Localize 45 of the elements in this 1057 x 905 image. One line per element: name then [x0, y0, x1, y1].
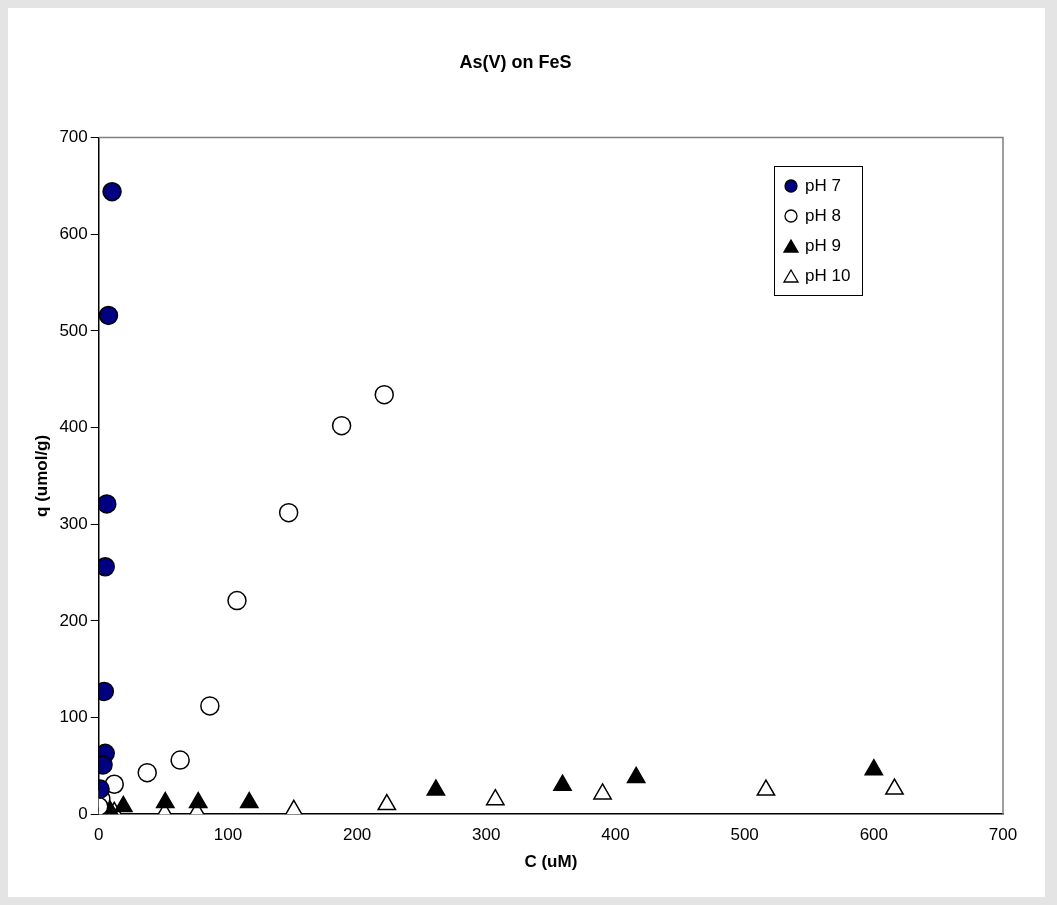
point — [885, 778, 904, 795]
point — [98, 494, 117, 514]
y-tick-label: 700 — [59, 127, 88, 147]
point — [377, 793, 397, 811]
x-axis-title: C (uM) — [524, 852, 578, 872]
y-axis-title: q (umol/g) — [31, 434, 51, 517]
point — [98, 305, 119, 326]
point — [102, 181, 122, 202]
legend-label: pH 9 — [805, 235, 841, 256]
point — [155, 791, 175, 809]
y-tick-label: 600 — [59, 223, 88, 243]
y-tick-label: 400 — [59, 417, 88, 437]
point — [98, 557, 115, 577]
legend-label: pH 8 — [805, 205, 841, 226]
x-tick-label: 200 — [342, 825, 372, 845]
point — [864, 758, 884, 776]
x-tick-label: 100 — [213, 825, 243, 845]
point — [239, 791, 259, 809]
point — [188, 791, 208, 809]
x-tick-label: 400 — [601, 825, 630, 845]
point — [553, 774, 572, 791]
x-tick-label: 700 — [988, 825, 1018, 845]
y-tick-label: 200 — [59, 610, 88, 630]
y-tick-label: 500 — [59, 320, 88, 340]
x-tick-label: 500 — [730, 825, 759, 845]
point — [374, 384, 394, 405]
x-tick-label: 600 — [859, 825, 889, 845]
point — [227, 590, 247, 611]
point — [426, 779, 446, 796]
x-tick-label: 0 — [94, 825, 104, 845]
point — [626, 766, 646, 784]
legend-label: pH 10 — [805, 265, 851, 286]
point — [331, 415, 352, 436]
point — [113, 795, 133, 813]
point — [756, 779, 776, 796]
y-tick-label: 0 — [78, 803, 88, 823]
point — [485, 788, 505, 806]
chart-title: As(V) on FeS — [459, 51, 572, 72]
y-tick-label: 300 — [59, 513, 88, 533]
point — [278, 502, 299, 523]
legend-label: pH 7 — [805, 175, 841, 196]
y-tick-label: 100 — [59, 707, 88, 727]
point — [200, 696, 220, 716]
point — [593, 783, 612, 800]
x-tick-label: 300 — [472, 825, 501, 845]
